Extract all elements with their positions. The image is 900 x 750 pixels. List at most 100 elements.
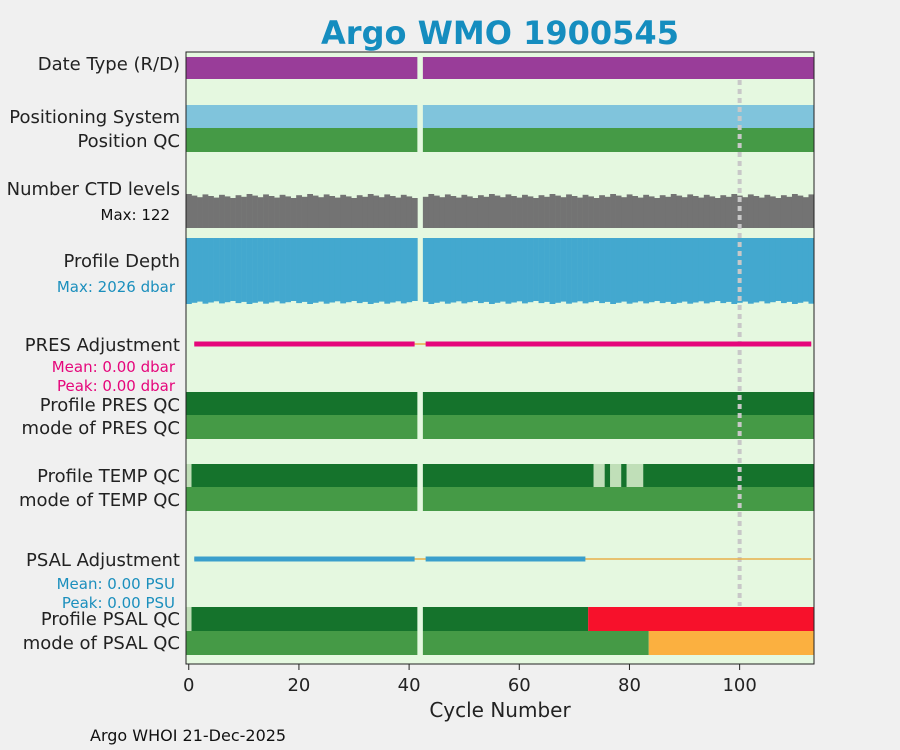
row-label-position-qc: Position QC	[77, 131, 180, 152]
ctd-bar-99	[731, 194, 738, 228]
depth-bar-3	[202, 238, 209, 304]
depth-bar-109	[786, 238, 793, 302]
row-label-profile-pres-qc: Profile PRES QC	[40, 395, 180, 416]
ctd-bar-62	[527, 196, 534, 228]
ctd-bar-39	[400, 194, 407, 228]
depth-bar-82	[637, 238, 644, 302]
depth-bar-61	[522, 238, 528, 304]
ctd-bar-40	[406, 196, 413, 228]
ctd-bar-7	[224, 196, 231, 228]
depth-bar-5	[213, 238, 220, 302]
depth-bar-72	[582, 238, 589, 304]
ctd-bar-97	[720, 195, 727, 228]
depth-bar-106	[769, 238, 776, 303]
ctd-bar-85	[654, 198, 661, 228]
depth-bar-21	[301, 238, 308, 302]
ctd-bar-94	[703, 194, 710, 228]
depth-bar-92	[692, 238, 699, 303]
ctd-bar-19	[290, 198, 297, 228]
ctd-bar-15	[268, 196, 275, 228]
ctd-bar-92	[692, 196, 699, 228]
depth-bar-8	[230, 238, 236, 301]
row-label-mode-of-pres-qc: mode of PRES QC	[22, 418, 180, 439]
ctd-bar-55	[488, 194, 495, 228]
depth-bar-23	[312, 238, 319, 303]
depth-bar-101	[742, 238, 749, 302]
depth-bar-81	[632, 238, 639, 303]
ctd-bar-8	[230, 198, 236, 228]
depth-bar-67	[555, 238, 561, 303]
ctd-bar-103	[753, 196, 760, 228]
ctd-bar-44	[428, 194, 435, 228]
ctd-bar-36	[384, 194, 391, 228]
mode-of-psal-qc-bar-0	[186, 631, 418, 655]
ctd-bar-88	[670, 194, 677, 228]
depth-bar-60	[516, 238, 523, 302]
ctd-bar-16	[274, 197, 280, 228]
row-label-pres-adjustment: PRES Adjustment	[25, 335, 180, 356]
depth-bar-62	[527, 238, 534, 303]
depth-bar-4	[208, 238, 214, 303]
ctd-bar-93	[698, 197, 705, 228]
ctd-bar-105	[764, 194, 771, 228]
depth-bar-30	[351, 238, 358, 301]
profile-temp-qc-bar-8	[643, 464, 814, 487]
ctd-bar-9	[235, 195, 242, 228]
depth-bar-58	[505, 238, 512, 304]
depth-bar-39	[400, 238, 407, 304]
depth-bar-46	[439, 238, 446, 302]
ctd-bar-14	[263, 194, 269, 228]
ctd-bar-54	[483, 196, 490, 228]
ctd-bar-21	[301, 196, 308, 228]
x-tick-label-60: 60	[508, 675, 531, 696]
ctd-bar-29	[345, 196, 352, 228]
ctd-bar-59	[511, 196, 517, 228]
ctd-bar-28	[340, 194, 347, 228]
depth-bar-29	[345, 238, 352, 303]
x-tick-label-40: 40	[398, 675, 421, 696]
ctd-bar-34	[373, 195, 380, 228]
ctd-bar-52	[472, 198, 479, 228]
ctd-bar-17	[279, 194, 286, 228]
profile-pres-qc-bar-1	[422, 392, 814, 415]
ctd-bar-113	[808, 194, 815, 228]
ctd-bar-96	[714, 198, 721, 228]
ctd-bar-31	[356, 195, 363, 228]
profile-temp-qc-bar-6	[621, 464, 627, 487]
depth-bar-14	[263, 238, 269, 304]
ctd-bar-2	[197, 197, 203, 228]
depth-bar-65	[544, 238, 550, 302]
depth-bar-53	[477, 238, 484, 304]
depth-bar-55	[488, 238, 495, 304]
depth-bar-6	[219, 238, 225, 304]
psal-mean-annotation: Mean: 0.00 PSU	[57, 575, 175, 593]
profile-temp-qc-bar-4	[604, 464, 611, 487]
ctd-bar-83	[643, 194, 650, 228]
ctd-bar-13	[257, 197, 264, 228]
profile-psal-qc-bar-2	[422, 607, 589, 631]
depth-bar-48	[450, 238, 457, 303]
ctd-bar-110	[791, 194, 798, 228]
depth-bar-85	[654, 238, 661, 301]
depth-bar-66	[549, 238, 556, 304]
ctd-bar-45	[433, 195, 440, 228]
depth-bar-112	[802, 238, 809, 302]
depth-bar-110	[791, 238, 798, 304]
ctd-bar-10	[241, 196, 247, 228]
date-type-bar-0	[186, 57, 418, 79]
ctd-bar-70	[571, 196, 578, 228]
depth-bar-78	[615, 238, 622, 303]
ctd-bar-64	[538, 195, 545, 228]
depth-bar-16	[274, 238, 280, 302]
ctd-bar-78	[615, 195, 622, 228]
date-type-bar-1	[422, 57, 814, 79]
depth-bar-50	[461, 238, 468, 304]
profile-psal-qc-bar-1	[191, 607, 418, 631]
ctd-bar-50	[461, 194, 468, 228]
depth-bar-80	[626, 238, 633, 304]
row-label-mode-of-psal-qc: mode of PSAL QC	[23, 633, 180, 654]
depth-bar-49	[455, 238, 462, 302]
depth-bar-24	[318, 238, 325, 302]
depth-bar-9	[235, 238, 242, 304]
